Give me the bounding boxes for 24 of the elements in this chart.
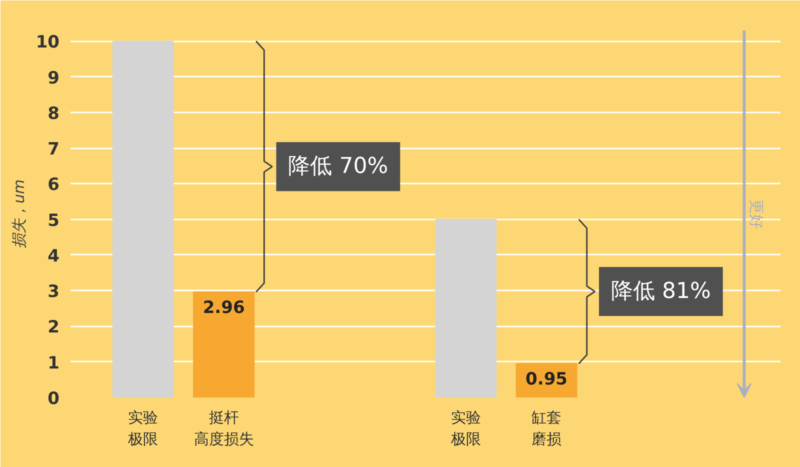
y-tick-label: 7 bbox=[48, 140, 60, 160]
data-label: 0.95 bbox=[526, 370, 568, 390]
x-tick-label: 实验极限 bbox=[450, 408, 481, 448]
y-tick-label: 2 bbox=[48, 318, 60, 338]
x-tick-label: 实验极限 bbox=[127, 408, 158, 448]
y-tick-label: 6 bbox=[48, 175, 60, 196]
annotation: 降低 70% bbox=[288, 154, 388, 180]
y-tick-label: 1 bbox=[48, 353, 60, 374]
y-tick-label: 5 bbox=[48, 210, 60, 231]
y-tick-label: 10 bbox=[36, 32, 60, 53]
text: 更好 bbox=[747, 199, 766, 229]
bar bbox=[193, 292, 255, 398]
y-tick-label: 0 bbox=[48, 389, 60, 409]
y-tick-label: 9 bbox=[48, 68, 60, 88]
text: 降低 81% bbox=[610, 279, 711, 304]
y-axis-title: 损失，um bbox=[10, 179, 28, 249]
bar bbox=[112, 40, 174, 398]
y-tick-label: 4 bbox=[48, 246, 60, 266]
data-label: 2.96 bbox=[202, 298, 245, 318]
y-tick-label: 8 bbox=[48, 104, 60, 124]
y-tick-label: 3 bbox=[48, 282, 60, 302]
x-tick-label: 挺杆高度损失 bbox=[194, 408, 254, 448]
bar bbox=[435, 218, 497, 398]
x-tick-label: 缸套磨损 bbox=[532, 408, 562, 448]
